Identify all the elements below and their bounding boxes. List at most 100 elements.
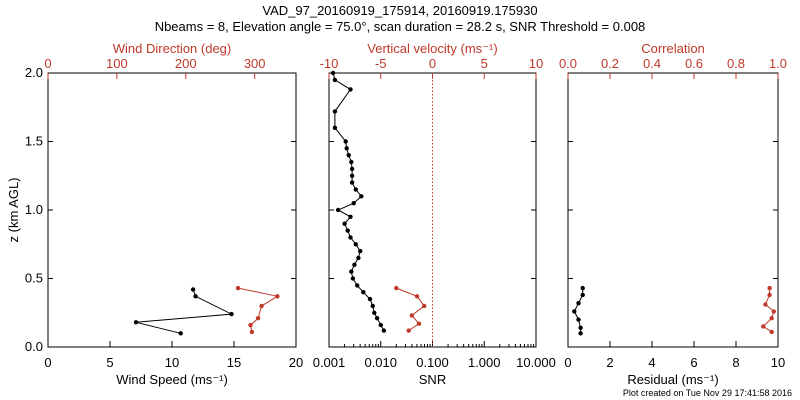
- residual-plot-frame: [567, 72, 779, 348]
- figure-title-line1: VAD_97_20160919_175914, 20160919.175930: [262, 3, 537, 18]
- snr-top-series-point: [416, 321, 422, 326]
- snr-bottom-series-point: [349, 180, 355, 185]
- wind-top-series-line: [237, 287, 279, 333]
- snr-bottom-series-point: [351, 201, 356, 206]
- snr-bottom-series-point: [372, 310, 377, 315]
- residual-bottom-series-point: [578, 325, 583, 330]
- snr-bottom-series-point: [330, 70, 336, 76]
- snr-bottom-series-line: [332, 72, 385, 331]
- snr-top-tick-label: 10: [529, 56, 543, 71]
- snr-bottom-series-point: [350, 276, 356, 281]
- snr-bottom-series-point: [356, 255, 361, 261]
- footer-timestamp: Plot created on Tue Nov 29 17:41:58 2016: [623, 388, 792, 398]
- y-axis-title: z (km AGL): [6, 177, 21, 242]
- residual-bottom-series-point: [576, 301, 581, 306]
- snr-bottom-series-point: [352, 262, 357, 267]
- residual-bottom-tick-label: 10: [771, 355, 785, 370]
- wind-top-series-point: [248, 322, 253, 328]
- snr-bottom-series-point: [374, 316, 380, 321]
- snr-bottom-series-point: [355, 283, 360, 288]
- residual-bottom-series-point: [576, 317, 581, 322]
- residual-bottom-tick-label: 4: [648, 355, 655, 370]
- snr-bottom-tick-label: 1.000: [468, 355, 501, 370]
- snr-bottom-series-point: [344, 146, 349, 151]
- wind-top-series-point: [255, 316, 261, 321]
- snr-bottom-tick-label: 0.100: [416, 355, 449, 370]
- snr-bottom-series-point: [349, 173, 355, 178]
- snr-bottom-series-point: [342, 221, 347, 226]
- residual-top-series-point: [769, 316, 774, 321]
- wind-bottom-tick-label: 0: [44, 355, 51, 370]
- wind-top-tick-label: 300: [244, 56, 266, 71]
- snr-bottom-axis-title: SNR: [419, 372, 446, 387]
- residual-top-tick-label: 0.2: [601, 56, 619, 71]
- snr-bottom-tick-label: 0.001: [313, 355, 346, 370]
- wind-bottom-tick-label: 15: [227, 355, 241, 370]
- residual-top-series-point: [767, 292, 772, 298]
- snr-bottom-series-point: [370, 303, 375, 309]
- snr-top-series-point: [406, 328, 411, 333]
- snr-bottom-series-point: [381, 328, 387, 333]
- y-tick-label: 0.0: [25, 339, 43, 354]
- residual-top-axis-title: Correlation: [641, 41, 705, 56]
- residual-top-tick-label: 0.4: [643, 56, 661, 71]
- wind-bottom-tick-label: 20: [289, 355, 303, 370]
- figure-title-line2: Nbeams = 8, Elevation angle = 75.0°, sca…: [155, 19, 646, 34]
- snr-bottom-series-point: [353, 242, 358, 247]
- snr-bottom-series-point: [358, 248, 363, 254]
- snr-top-series-point: [422, 303, 427, 309]
- snr-top-axis-title: Vertical velocity (ms⁻¹): [367, 41, 497, 56]
- snr-bottom-series-point: [332, 109, 338, 114]
- wind-bottom-tick-label: 5: [106, 355, 113, 370]
- residual-top-series-point: [761, 324, 766, 329]
- residual-bottom-tick-label: 8: [732, 355, 739, 370]
- snr-top-series-point: [414, 294, 420, 299]
- residual-bottom-tick-label: 0: [564, 355, 571, 370]
- snr-bottom-series-point: [348, 214, 353, 219]
- wind-bottom-axis-title: Wind Speed (ms⁻¹): [116, 372, 228, 387]
- residual-bottom-series-point: [580, 292, 585, 298]
- residual-bottom-series-point: [578, 331, 583, 336]
- snr-top-series-point: [409, 313, 414, 318]
- snr-bottom-series-point: [332, 125, 338, 130]
- wind-top-series-point: [275, 294, 280, 299]
- wind-bottom-series-point: [190, 287, 196, 292]
- residual-top-tick-label: 0.8: [727, 56, 745, 71]
- snr-bottom-series-point: [361, 290, 366, 295]
- snr-bottom-series-point: [349, 159, 354, 165]
- residual-bottom-series-point: [580, 285, 585, 291]
- snr-top-tick-label: 5: [481, 56, 488, 71]
- residual-top-tick-label: 0.0: [559, 56, 577, 71]
- snr-top-tick-label: -10: [320, 56, 339, 71]
- snr-bottom-series-point: [359, 194, 364, 199]
- snr-top-tick-label: -5: [375, 56, 387, 71]
- wind-top-tick-label: 100: [106, 56, 128, 71]
- snr-bottom-series-point: [332, 77, 338, 83]
- y-tick-label: 1.0: [25, 202, 43, 217]
- snr-bottom-series-point: [343, 139, 348, 144]
- snr-bottom-tick-label: 10.000: [516, 355, 556, 370]
- snr-bottom-series-point: [349, 166, 355, 172]
- wind-bottom-series-point: [178, 331, 183, 336]
- snr-bottom-tick-label: 0.010: [364, 355, 397, 370]
- residual-top-series-point: [771, 309, 776, 314]
- wind-top-series-point: [259, 303, 264, 309]
- wind-bottom-series-point: [193, 294, 198, 299]
- snr-bottom-series-point: [349, 269, 354, 274]
- snr-bottom-series-point: [345, 228, 350, 233]
- snr-top-tick-label: 0: [429, 56, 436, 71]
- wind-bottom-tick-label: 10: [165, 355, 179, 370]
- residual-bottom-tick-label: 6: [690, 355, 697, 370]
- wind-top-tick-label: 200: [175, 56, 197, 71]
- residual-top-series-point: [767, 285, 772, 291]
- y-tick-label: 2.0: [25, 65, 43, 80]
- residual-top-tick-label: 1.0: [769, 56, 787, 71]
- residual-top-series-point: [763, 302, 768, 307]
- y-tick-label: 0.5: [25, 271, 43, 286]
- wind-top-tick-label: 0: [44, 56, 51, 71]
- snr-bottom-series-point: [378, 322, 383, 328]
- residual-bottom-axis-title: Residual (ms⁻¹): [627, 372, 718, 387]
- snr-bottom-series-point: [348, 87, 353, 92]
- residual-top-series-point: [769, 329, 774, 335]
